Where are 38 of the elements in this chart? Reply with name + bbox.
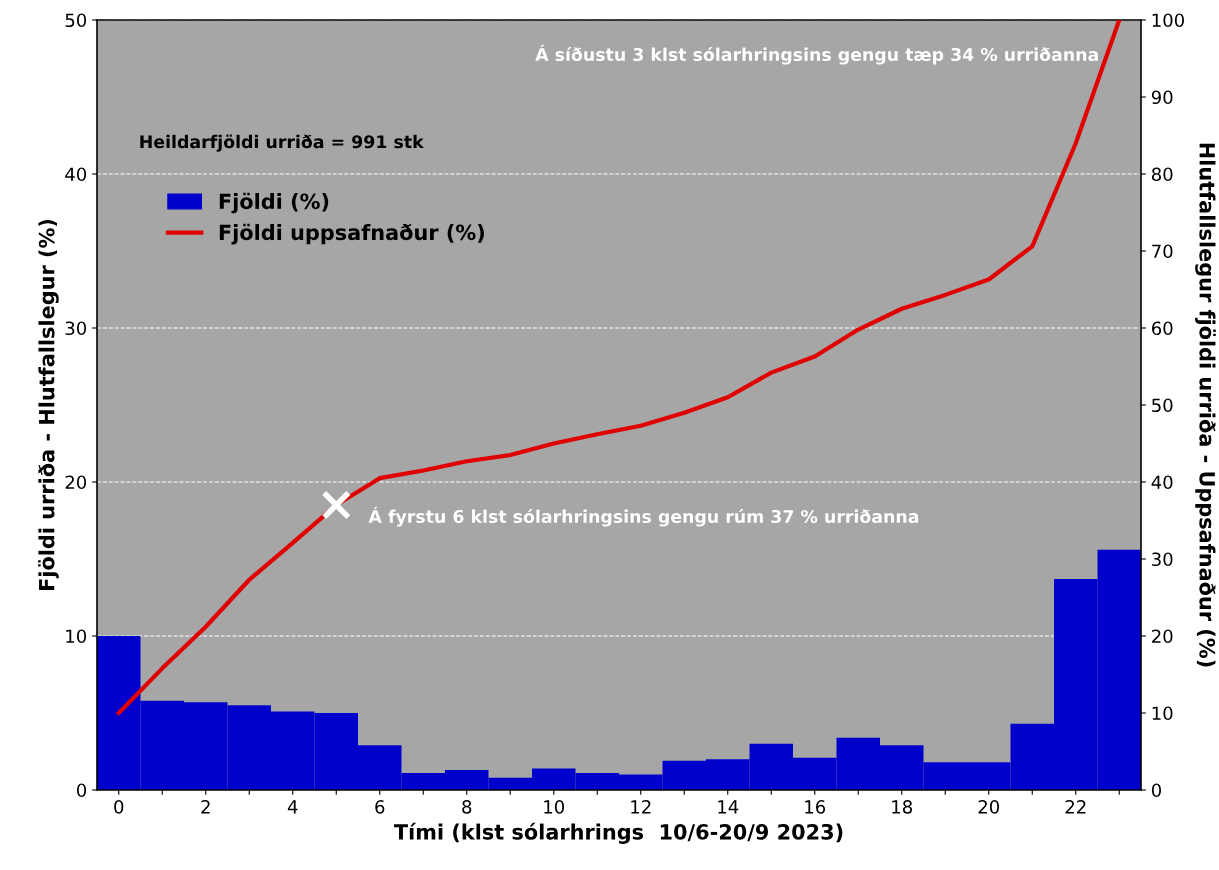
line-series (116, 20, 1122, 716)
x-tick-label: 0 (114, 800, 124, 814)
legend-label: Fjöldi uppsafnaður (%) (219, 223, 484, 245)
y-tick-label: 20 (65, 475, 87, 490)
y2-tick-label: 40 (1151, 475, 1173, 490)
y2-tick-label: 60 (1151, 321, 1173, 336)
x-tick-label: 14 (718, 800, 739, 814)
y2-tick-label: 10 (1152, 706, 1173, 721)
x-tick-label: 22 (1065, 800, 1086, 814)
y2-tick-label: 20 (1152, 629, 1173, 644)
y2-tick-label: 70 (1152, 244, 1173, 259)
y2-tick-label: 0 (1151, 783, 1162, 798)
x-tick-label: 20 (978, 800, 1000, 814)
y-tick-label: 0 (76, 783, 87, 798)
y-tick-label: 10 (66, 629, 87, 644)
y-tick-label: 40 (65, 167, 87, 182)
y2-tick-label: 50 (1152, 398, 1173, 413)
y-axis-title: Fjöldi urriða - Hlutfallslegur (%) (38, 219, 59, 590)
x-tick-label: 4 (287, 800, 298, 814)
y-tick-label: 30 (65, 321, 87, 336)
y2-tick-label: 90 (1151, 90, 1173, 105)
x-tick-label: 16 (805, 800, 826, 814)
y2-tick-label: 100 (1152, 13, 1184, 28)
y-tick-label: 50 (65, 13, 87, 28)
annotation: Á fyrstu 6 klst sólarhringsins gengu rúm 37 % urriðanna (368, 506, 919, 527)
y2-tick-label: 80 (1151, 167, 1173, 182)
x-axis-title: Tími (klst sólarhrings 10/6-20/9 2023) (393, 822, 843, 844)
x-tick-label: 10 (544, 800, 565, 814)
x-tick-label: 12 (631, 800, 651, 814)
x-tick-label: 18 (892, 800, 912, 814)
y2-axis-title: Hlutfallslegur fjöldi urriða - Uppsafnaður (%) (1195, 143, 1216, 667)
annotation: Heildarfjöldi urriða = 991 stk (140, 134, 424, 152)
x-tick-label: 2 (201, 800, 210, 814)
y2-tick-label: 30 (1152, 552, 1173, 567)
legend-label: Fjöldi (%) (219, 192, 329, 214)
x-tick-label: 8 (462, 800, 472, 814)
annotation: Á síðustu 3 klst sólarhringsins gengu tæp 34 % urriðanna (535, 44, 1098, 65)
x-tick-label: 6 (375, 800, 385, 814)
